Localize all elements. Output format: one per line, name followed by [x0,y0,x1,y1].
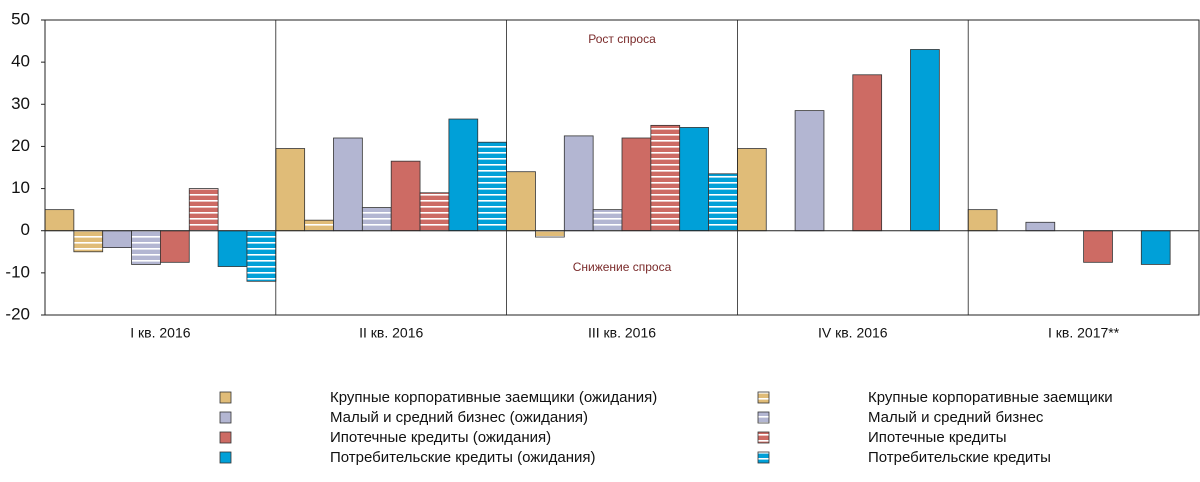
legend-label: Малый и средний бизнес (ожидания) [330,409,588,426]
bar [246,230,277,282]
bar [621,137,652,232]
bar [275,148,306,232]
bar [679,127,709,232]
legend-swatch [757,431,770,444]
bar [304,219,334,232]
y-tick-label: 20 [11,136,30,155]
bar [159,230,190,263]
bar [361,207,392,232]
bar [217,230,248,267]
bar [506,171,536,232]
bar [737,148,767,232]
bar [477,141,508,232]
bar [708,173,738,232]
bar [1025,221,1056,232]
legend-label: Ипотечные кредиты (ожидания) [330,429,551,446]
x-tick-label: III кв. 2016 [588,325,656,341]
bar [1083,230,1113,263]
bar [390,160,421,232]
bar [419,192,450,232]
legend-label: Потребительские кредиты (ожидания) [330,449,596,466]
bar [44,209,75,232]
y-tick-label: 10 [11,178,30,197]
bar [73,230,104,253]
legend-swatch [219,391,232,404]
bar [131,230,161,265]
bar [967,209,998,232]
y-tick-label: -10 [5,262,30,281]
annotation: Рост спроса [588,32,656,46]
y-tick-label: 30 [11,94,30,113]
x-tick-label: I кв. 2017** [1048,325,1120,341]
legend-swatch [219,451,232,464]
bar [910,49,940,232]
legend-swatch [757,411,770,424]
bar [852,74,883,232]
legend-swatch [219,411,232,424]
x-tick-label: I кв. 2016 [130,325,190,341]
bar [333,137,363,232]
y-tick-label: 0 [21,220,30,239]
bar [448,118,479,232]
plot-frame [44,19,1200,316]
legend-swatch [757,451,770,464]
bar [563,135,594,232]
bar [592,209,623,232]
legend-swatch [219,431,232,444]
bar [102,230,132,248]
legend-label: Ипотечные кредиты [868,429,1007,446]
y-tick-label: 40 [11,52,30,71]
legend-label: Малый и средний бизнес [868,409,1044,426]
annotation: Снижение спроса [573,260,672,274]
legend-label: Потребительские кредиты [868,449,1051,466]
y-tick-label: 50 [11,9,30,28]
y-tick-label: -20 [5,304,30,323]
x-tick-label: II кв. 2016 [359,325,423,341]
bar [794,110,825,232]
legend-label: Крупные корпоративные заемщики [868,389,1113,406]
legend-swatch [757,391,770,404]
bar [188,188,219,232]
bar [650,124,681,232]
bar [535,230,565,238]
bar [1140,230,1171,265]
legend-label: Крупные корпоративные заемщики (ожидания… [330,389,657,406]
x-tick-label: IV кв. 2016 [818,325,888,341]
